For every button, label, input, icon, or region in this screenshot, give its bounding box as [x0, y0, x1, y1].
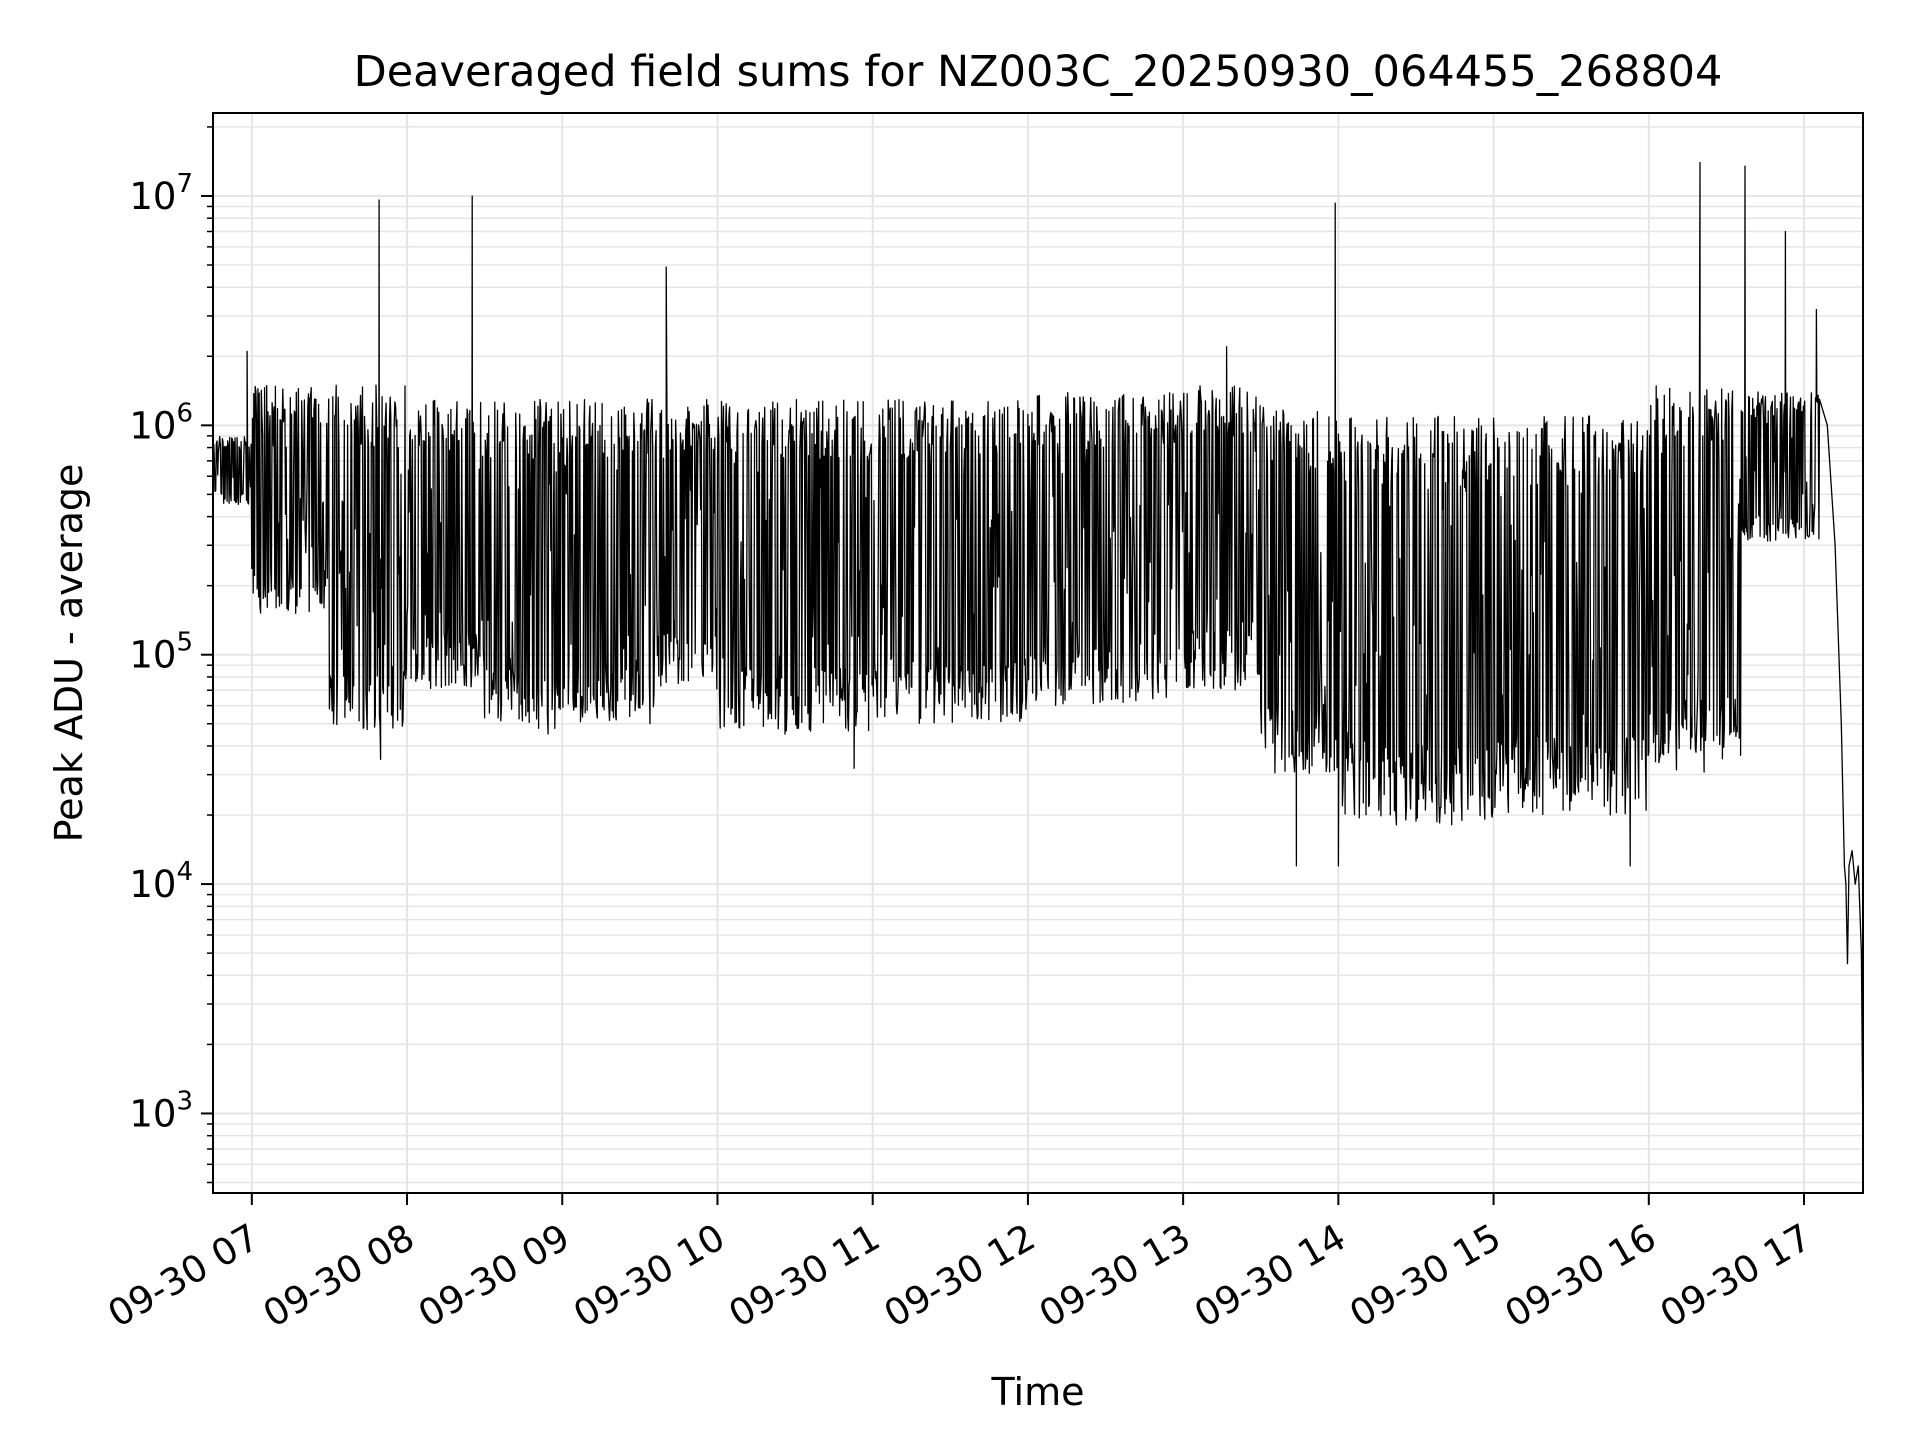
x-tick-label: 09-30 16 [1498, 1216, 1664, 1336]
y-tick-label: 107 [129, 169, 193, 218]
y-axis: 103 104 105 106 107 [129, 126, 213, 1184]
x-axis-label: Time [991, 1370, 1085, 1414]
x-tick-label: 09-30 07 [101, 1216, 267, 1336]
series-line [213, 161, 1863, 1150]
chart-title: Deaveraged field sums for NZ003C_2025093… [354, 47, 1723, 97]
x-tick-label: 09-30 12 [877, 1216, 1043, 1336]
plot-frame [212, 112, 1864, 1194]
y-axis-label: Peak ADU - average [47, 464, 91, 843]
y-tick-label: 105 [129, 628, 193, 677]
series [213, 161, 1863, 1150]
x-tick-label: 09-30 10 [566, 1216, 732, 1336]
y-tick-label: 106 [129, 398, 193, 447]
x-tick-label: 09-30 17 [1653, 1216, 1819, 1336]
y-tick-label: 103 [129, 1086, 193, 1135]
x-tick-label: 09-30 09 [411, 1216, 577, 1336]
x-tick-label: 09-30 08 [256, 1216, 422, 1336]
x-tick-label: 09-30 11 [722, 1216, 888, 1336]
x-tick-label: 09-30 14 [1187, 1216, 1353, 1336]
x-tick-label: 09-30 13 [1032, 1216, 1198, 1336]
y-tick-label: 104 [129, 857, 193, 906]
x-tick-label: 09-30 15 [1343, 1216, 1509, 1336]
